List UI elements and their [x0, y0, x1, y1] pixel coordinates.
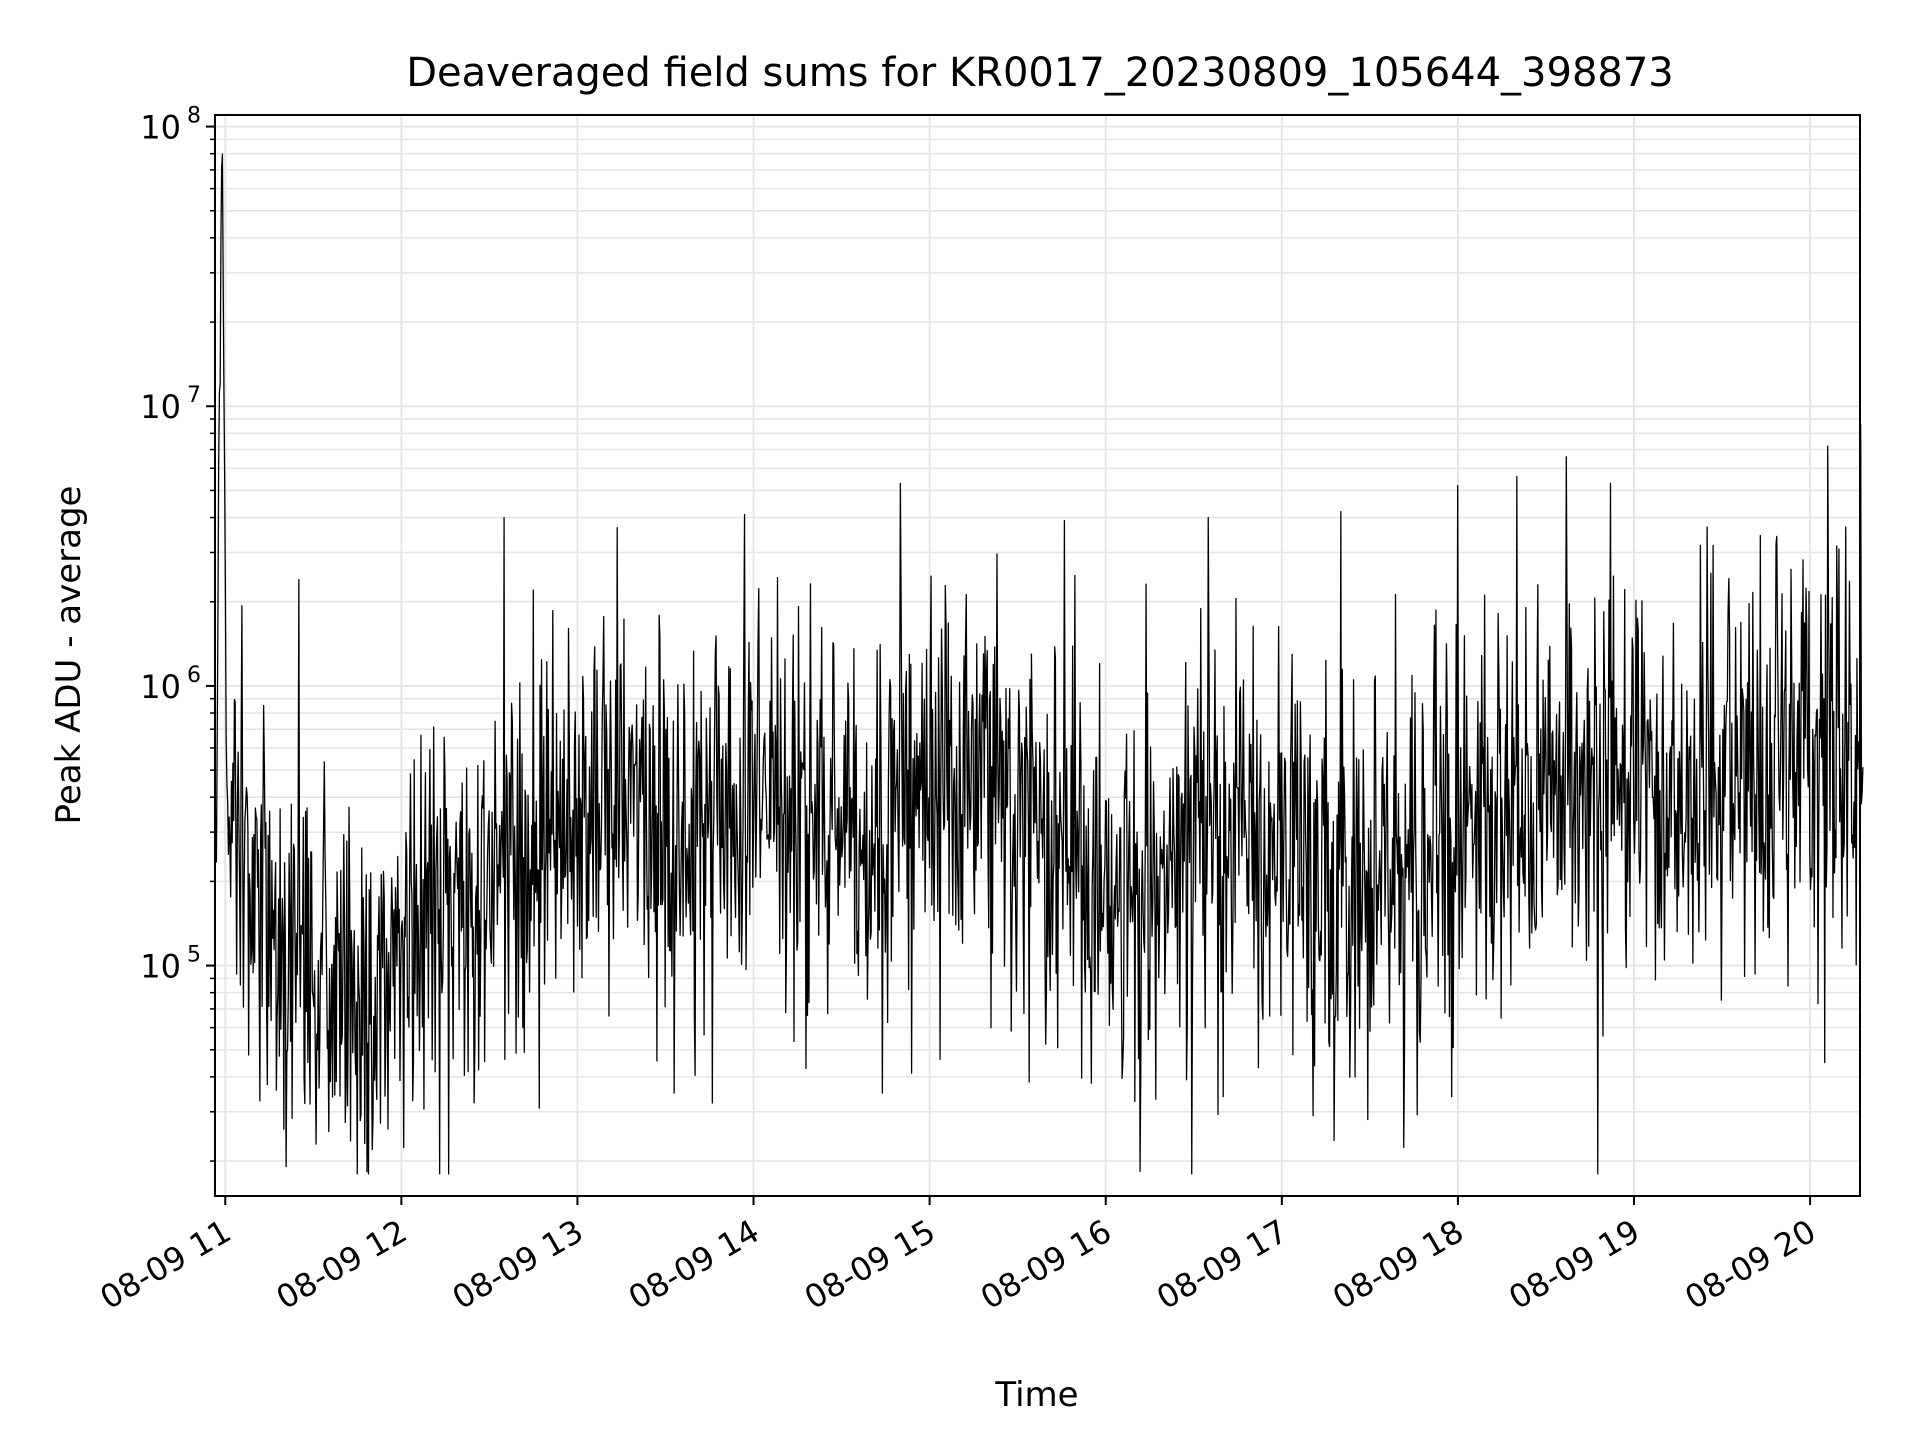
grid: [215, 115, 1860, 1196]
y-tick-label: 10: [140, 388, 181, 426]
y-tick-label: 10: [140, 109, 181, 147]
series-line: [215, 153, 1864, 1175]
chart-title: Deaveraged field sums for KR0017_2023080…: [406, 50, 1674, 96]
x-axis-label: Time: [994, 1375, 1078, 1415]
y-tick-exponent: 5: [187, 943, 201, 968]
plot-area: [214, 114, 1864, 1197]
y-tick-exponent: 6: [187, 663, 201, 688]
y-tick-label: 10: [140, 668, 181, 706]
y-tick-exponent: 8: [187, 104, 201, 129]
y-tick-label: 10: [140, 948, 181, 986]
y-axis-label: Peak ADU - average: [49, 486, 89, 825]
y-tick-exponent: 7: [187, 383, 201, 408]
plot-frame: [214, 114, 1861, 1197]
plot-background: [215, 115, 1860, 1196]
